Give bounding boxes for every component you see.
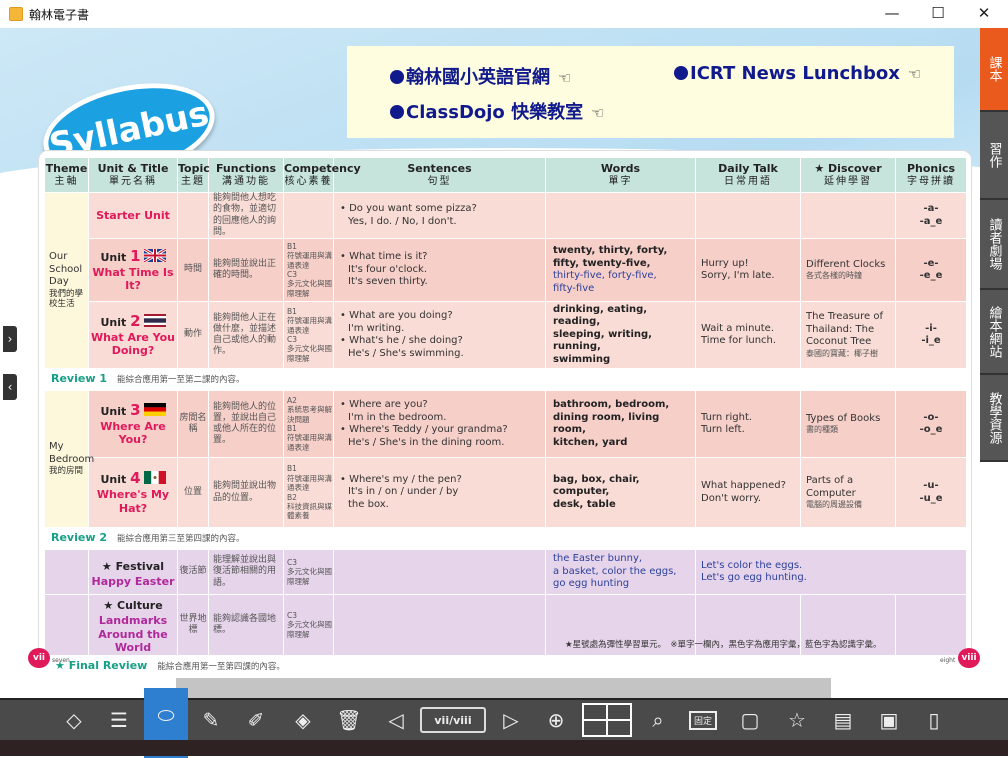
table-row: My Bedroom 我的房間 Unit 3 Where Are You? 房間名稱 能夠… <box>44 390 967 528</box>
bookmark-icon: ▯ <box>928 708 940 732</box>
column-header: Words 單字 <box>545 157 696 193</box>
unit-title-cell: ★ Festival Happy Easter <box>88 549 178 595</box>
column-header: Theme 主軸 <box>44 157 89 193</box>
review-label: Review 1 <box>51 372 107 386</box>
table-row: ★ Culture Landmarks Around the World 世界地標… <box>44 594 967 656</box>
column-header: Unit & Title 單元名稱 <box>88 157 178 193</box>
eraser-icon: ◈ <box>295 708 311 732</box>
tab-1[interactable]: 課本 <box>980 28 1008 112</box>
window-title: 翰林電子書 <box>29 7 90 22</box>
column-header: Daily Talk 日常用語 <box>695 157 801 193</box>
link-classdojo[interactable]: ClassDojo 快樂教室 ☜ <box>390 98 605 124</box>
column-header: Phonics 字母拼讀 <box>895 157 967 193</box>
column-header: Topic 主題 <box>177 157 210 193</box>
final-review-row: ★ Final Review 能綜合應用第一至第四課的內容。 <box>44 655 967 678</box>
minimize-button[interactable]: — <box>884 4 900 22</box>
column-header: Functions 溝通功能 <box>208 157 284 193</box>
page-number-right: viii <box>958 648 980 668</box>
table-row: Unit 2 What Are You Doing? 動作 能夠問他人正在做什麼，並描… <box>45 301 967 369</box>
tab-3[interactable]: 讀者劇場 <box>980 200 1008 290</box>
toc-icon: ☰ <box>110 708 128 732</box>
four-grid-zoom-button[interactable]: 四格放大 <box>579 700 635 758</box>
link-hanlin-english[interactable]: 翰林國小英語官網 ☜ <box>390 63 571 89</box>
table-row: Our School Day 我們的學校生活 Starter Unit 能夠問他人想吃… <box>44 192 967 369</box>
pointing-hand-icon: ☜ <box>591 104 605 122</box>
unit-title-cell: Unit 4 Where's My Hat? <box>88 457 178 528</box>
unit-title-cell: Unit 2 What Are You Doing? <box>88 301 178 369</box>
tab-4[interactable]: 繪本網站 <box>980 290 1008 375</box>
original-size-icon: ⊕ <box>547 708 565 732</box>
thailand-flag-icon <box>143 313 166 327</box>
legend-note: ★星號處為彈性學習單元。 ※單字一欄內，黑色字為應用字彙，藍色字為認識字彙。 <box>565 640 882 650</box>
custom-icon: ▣ <box>879 708 899 732</box>
table-row: Unit 1 What Time Is It? 時間 能夠問並說出正確的時間。 B1 符號… <box>45 238 967 302</box>
table-row: ★ Festival Happy Easter 復活節 能理解並說出與復活節相關的用… <box>44 549 967 595</box>
link-icrt-news-lunchbox[interactable]: ICRT News Lunchbox ☜ <box>674 63 921 84</box>
unit-title-cell: Unit 3 Where Are You? <box>88 390 178 458</box>
close-button[interactable]: ✕ <box>977 4 991 22</box>
mexico-flag-icon <box>143 471 166 485</box>
number-picker-icon: ☆ <box>788 708 806 732</box>
pointing-hand-icon: ☜ <box>558 69 572 87</box>
theme-cell: Our School Day 我們的學校生活 <box>44 192 89 369</box>
table-row: Unit 4 Where's My Hat? 位置 能夠問並說出物品的位置。 B1 符號運… <box>45 457 967 528</box>
links-panel: 翰林國小英語官網 ☜ ICRT News Lunchbox ☜ ClassDojo … <box>347 46 954 138</box>
save-icon: ◇ <box>66 708 82 732</box>
unit-title-cell: Unit 1 What Time Is It? <box>88 238 178 302</box>
page-number-box: vii/viii <box>420 707 486 733</box>
review-label: Review 2 <box>51 531 107 545</box>
chevron-left-icon[interactable]: ‹ <box>3 374 17 400</box>
whiteboard-icon: ▢ <box>740 708 760 732</box>
unit-title-cell: Starter Unit <box>88 192 178 239</box>
unit-title-cell: ★ Culture Landmarks Around the World <box>88 594 178 656</box>
maximize-button[interactable]: ☐ <box>931 4 945 22</box>
uk-flag-icon <box>143 248 166 262</box>
tab-2[interactable]: 習作 <box>980 112 1008 200</box>
pointing-hand-icon: ☜ <box>907 65 922 83</box>
title-bar: 翰林電子書 — ☐ ✕ <box>0 0 1008 28</box>
pen-icon: ✎ <box>202 708 220 732</box>
horizontal-scrollbar[interactable] <box>176 678 831 698</box>
review-row: Review 1 能綜合應用第一至第二課的內容。 <box>44 368 967 391</box>
column-header: Sentences 句型 <box>333 157 546 193</box>
table-header: Theme 主軸 Unit & Title 單元名稱 Topic 主題 Functions 溝… <box>44 157 967 193</box>
tab-5[interactable]: 教學資源 <box>980 375 1008 462</box>
germany-flag-icon <box>143 402 166 416</box>
toolbox-icon: ▤ <box>833 708 853 732</box>
review-row: Review 2 能綜合應用第三至第四課的內容。 <box>44 527 967 550</box>
chevron-right-icon[interactable]: › <box>3 326 17 352</box>
syllabus-table: Theme 主軸 Unit & Title 單元名稱 Topic 主題 Functions 溝… <box>44 157 967 678</box>
theme-cell: My Bedroom 我的房間 <box>44 390 94 528</box>
column-header: ★ Discover 延伸學習 <box>800 157 896 193</box>
mouse-icon: ⬭ <box>157 703 175 727</box>
display-ratio-icon: 固定 <box>688 710 717 730</box>
four-grid-icon <box>582 703 632 737</box>
prev-page-icon: ◁ <box>388 708 404 732</box>
app-icon <box>9 7 23 21</box>
highlighter-icon: ✐ <box>247 708 265 732</box>
page-number-left: vii <box>28 648 50 668</box>
next-page-icon: ▷ <box>503 708 519 732</box>
partial-zoom-icon: ⌕ <box>652 708 664 732</box>
right-tabs: 課本 習作 讀者劇場 繪本網站 教學資源 <box>980 28 1008 698</box>
column-header: Competency 核心素養 <box>283 157 361 193</box>
delete-all-icon: 🗑 <box>336 708 362 732</box>
